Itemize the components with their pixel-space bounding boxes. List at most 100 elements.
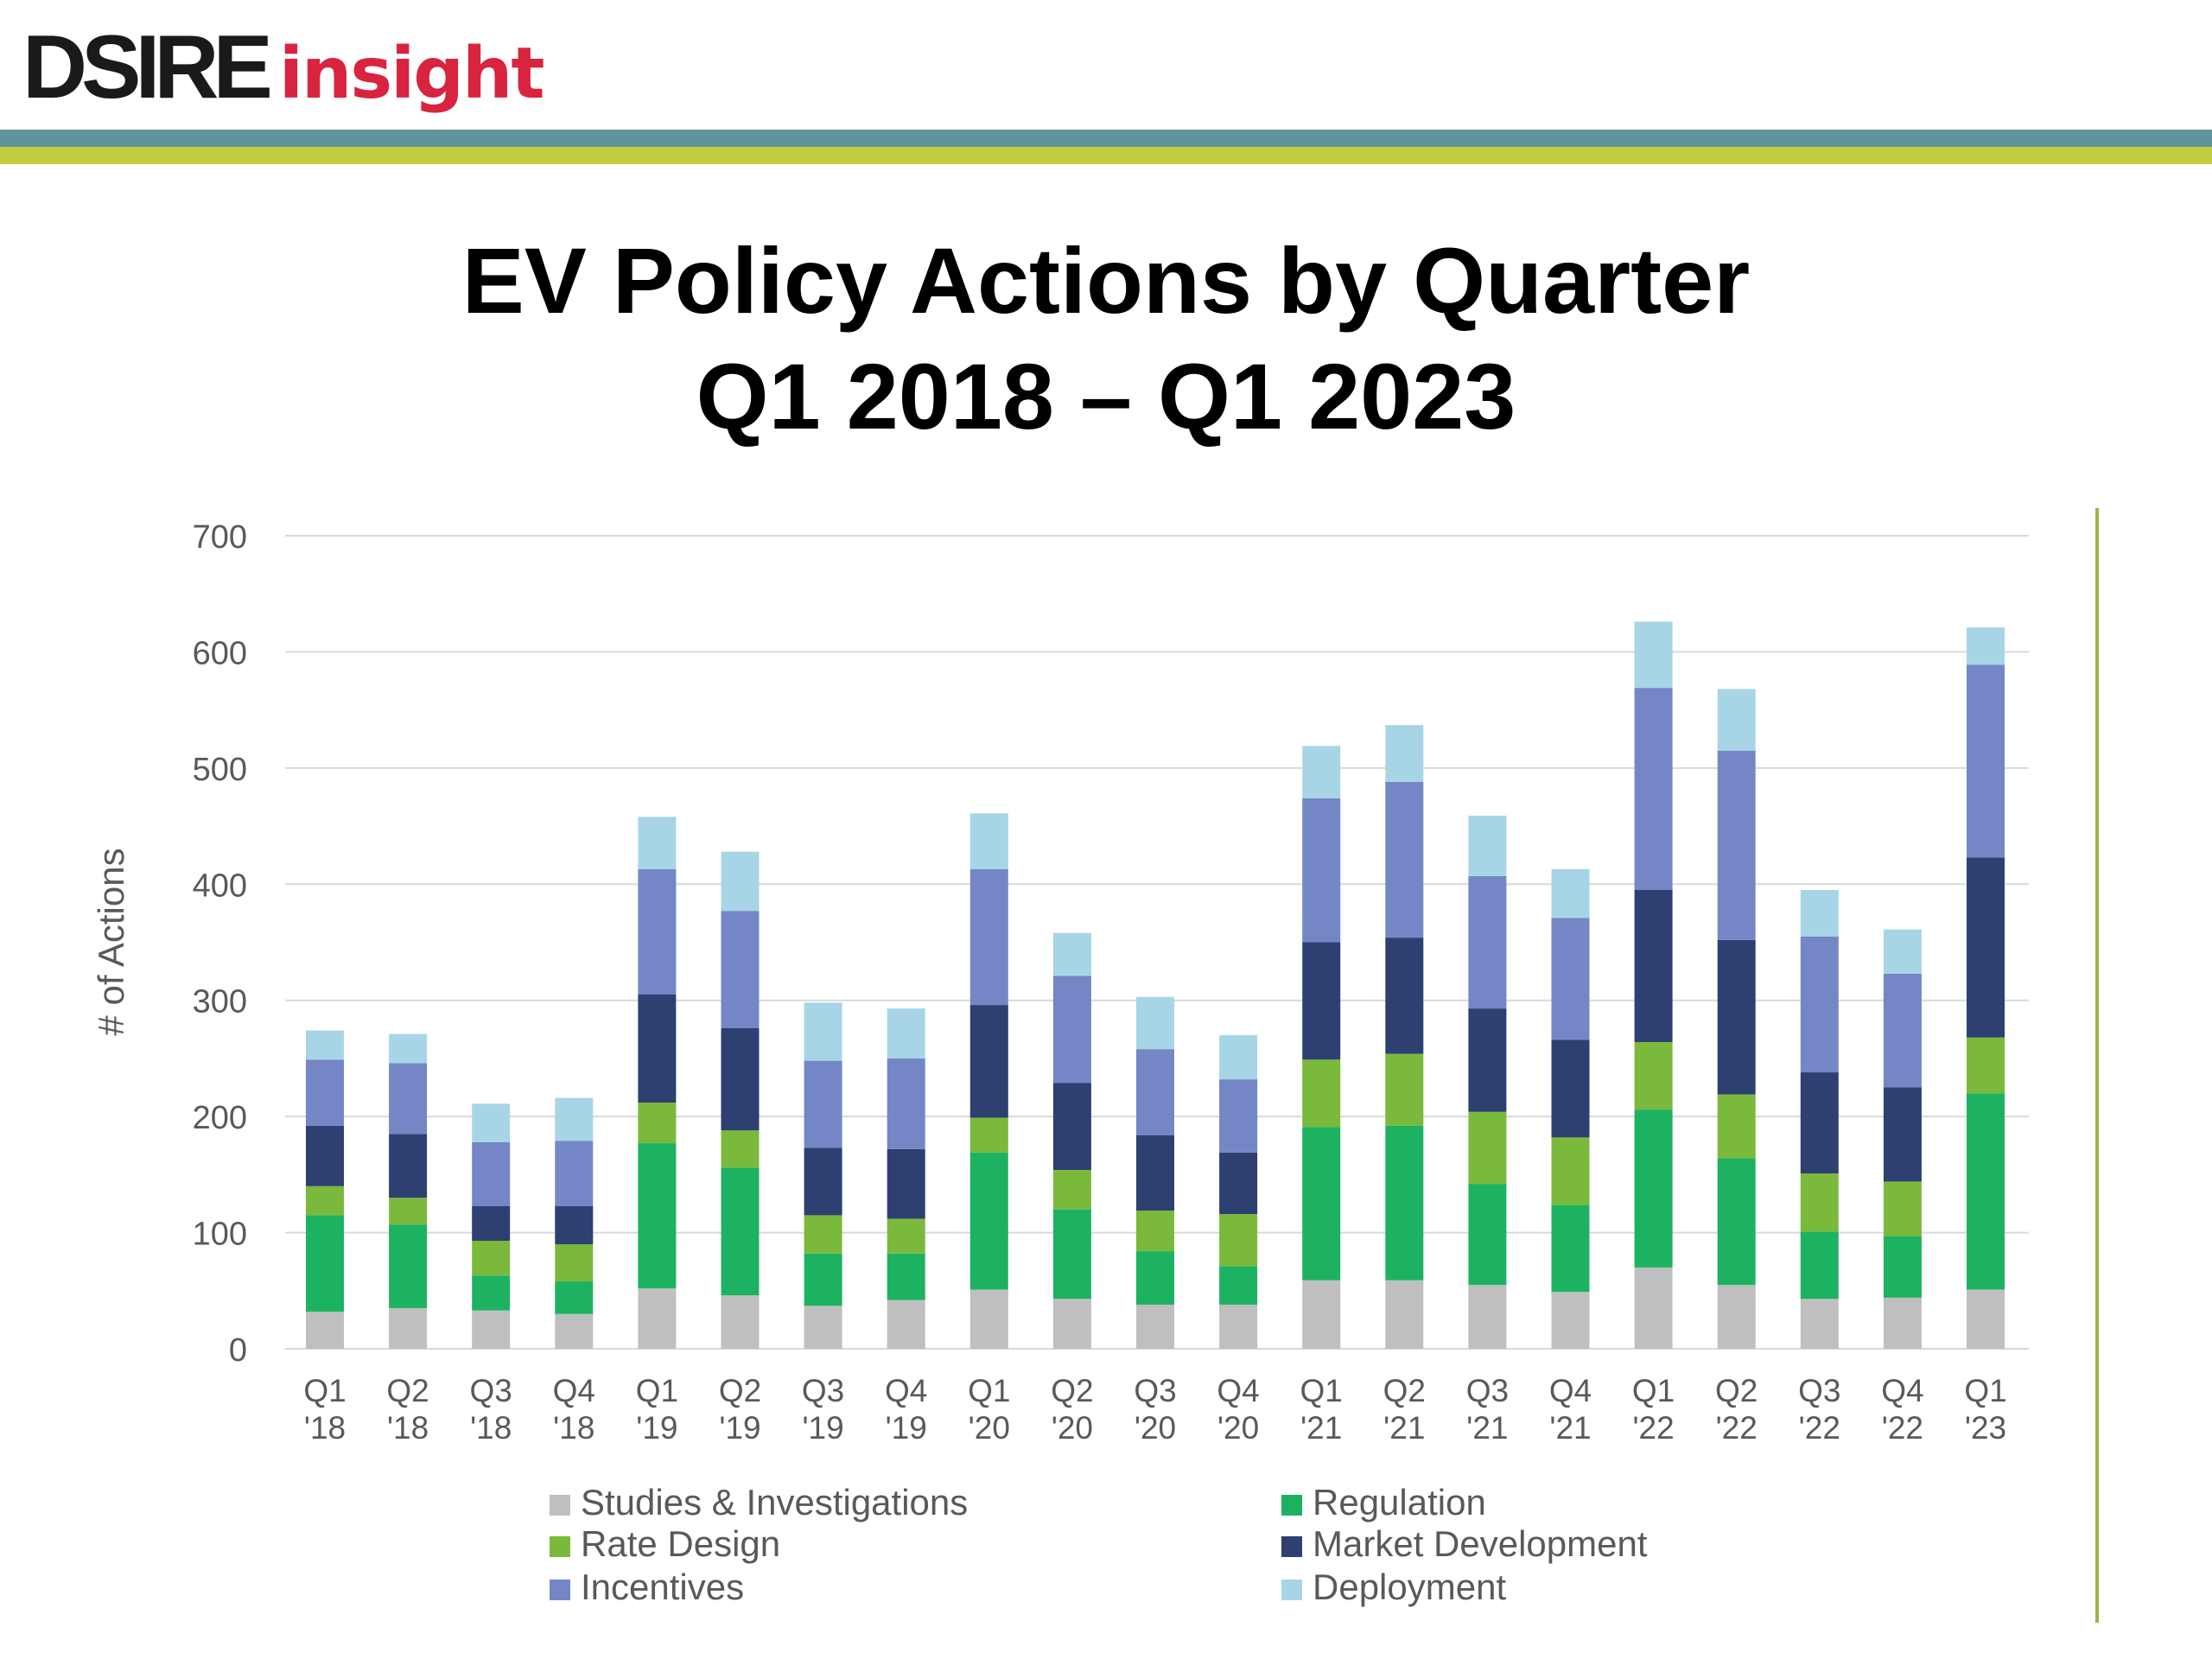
x-tick-label-year: '21 xyxy=(1383,1410,1425,1446)
legend-label: Deployment xyxy=(1313,1567,1506,1607)
y-tick-label: 400 xyxy=(193,868,247,904)
bar-segment-deployment xyxy=(1800,890,1839,937)
x-tick-label-quarter: Q4 xyxy=(1217,1373,1259,1408)
bar-segment-incentives xyxy=(1136,1049,1174,1135)
legend-label: Market Development xyxy=(1313,1523,1648,1564)
bar-segment-regulation xyxy=(1800,1231,1839,1300)
bar-segment-studies-investigations xyxy=(887,1300,925,1349)
bar-segment-incentives xyxy=(1468,875,1507,1009)
bar-segment-rate-design xyxy=(1136,1211,1174,1252)
header-band-teal xyxy=(0,130,2212,147)
bar-segment-deployment xyxy=(1883,929,1922,974)
bar-segment-market-development xyxy=(1634,890,1673,1043)
bar-segment-regulation xyxy=(1385,1125,1424,1281)
bar-segment-rate-design xyxy=(804,1215,842,1254)
bar-segment-regulation xyxy=(1967,1093,2005,1290)
x-tick-label-year: '21 xyxy=(1300,1410,1342,1446)
bar-segment-market-development xyxy=(804,1147,842,1216)
bar-segment-market-development xyxy=(1385,938,1424,1054)
x-tick-label-quarter: Q1 xyxy=(1632,1373,1675,1408)
bar-segment-rate-design xyxy=(389,1198,428,1225)
x-tick-label-year: '20 xyxy=(969,1410,1010,1446)
bar-segment-studies-investigations xyxy=(389,1307,428,1349)
bar-segment-regulation xyxy=(472,1275,511,1311)
x-tick-label-quarter: Q1 xyxy=(1964,1373,2006,1408)
bar-segment-studies-investigations xyxy=(1052,1299,1091,1349)
bar-segment-deployment xyxy=(1634,621,1673,689)
bar-segment-regulation xyxy=(1136,1251,1174,1305)
logo-dsire-text: DSIRE xyxy=(22,17,273,118)
bar-segment-studies-investigations xyxy=(1551,1292,1590,1349)
bar-segment-rate-design xyxy=(887,1218,925,1254)
y-tick-label: 600 xyxy=(193,635,247,671)
bar-segment-rate-design xyxy=(472,1240,511,1276)
bar-segment-deployment xyxy=(804,1002,842,1061)
bar-segment-incentives xyxy=(1219,1079,1258,1153)
y-tick-label: 0 xyxy=(229,1332,247,1369)
x-tick-label-year: '18 xyxy=(553,1410,594,1446)
bar-segment-rate-design xyxy=(1883,1181,1922,1236)
bar-segment-rate-design xyxy=(1468,1111,1507,1185)
x-tick-label-year: '22 xyxy=(1632,1410,1674,1446)
legend-label: Incentives xyxy=(581,1567,744,1607)
bar-segment-deployment xyxy=(1052,932,1091,976)
bar-segment-market-development xyxy=(472,1205,511,1241)
bar-segment-incentives xyxy=(1385,781,1424,938)
x-tick-label-quarter: Q2 xyxy=(719,1373,761,1408)
x-tick-label-quarter: Q3 xyxy=(1798,1373,1840,1408)
bar-segment-market-development xyxy=(555,1205,594,1245)
x-tick-label-quarter: Q1 xyxy=(968,1373,1010,1408)
bar-segment-regulation xyxy=(1717,1158,1756,1286)
bar-segment-market-development xyxy=(638,994,677,1103)
bar-segment-studies-investigations xyxy=(969,1289,1008,1349)
bar-segment-studies-investigations xyxy=(638,1288,677,1349)
bar-segment-rate-design xyxy=(1717,1094,1756,1159)
legend-swatch xyxy=(1281,1536,1302,1557)
bar-segment-deployment xyxy=(1136,996,1174,1050)
bar-segment-deployment xyxy=(555,1097,594,1141)
y-tick-label: 700 xyxy=(193,519,247,556)
bar-segment-studies-investigations xyxy=(1385,1280,1424,1349)
x-tick-label-year: '19 xyxy=(802,1410,843,1446)
x-tick-label-quarter: Q4 xyxy=(885,1373,927,1408)
bar-segment-market-development xyxy=(1717,939,1756,1095)
x-tick-label-year: '19 xyxy=(636,1410,677,1446)
bar-segment-incentives xyxy=(887,1058,925,1149)
x-tick-label-quarter: Q4 xyxy=(1881,1373,1923,1408)
y-axis-label: # of Actions xyxy=(91,848,131,1035)
bar-segment-incentives xyxy=(555,1141,594,1206)
bar-segment-incentives xyxy=(721,911,760,1028)
bar-segment-market-development xyxy=(389,1134,428,1198)
legend-swatch xyxy=(1281,1495,1302,1516)
bar-segment-studies-investigations xyxy=(1468,1285,1507,1349)
legend-label: Rate Design xyxy=(581,1523,780,1564)
y-tick-label: 100 xyxy=(193,1217,247,1253)
bar-segment-regulation xyxy=(1219,1266,1258,1305)
bar-segment-regulation xyxy=(1302,1127,1341,1281)
x-tick-label-year: '22 xyxy=(1799,1410,1840,1446)
bar-segment-rate-design xyxy=(555,1244,594,1282)
bar-segment-studies-investigations xyxy=(1219,1304,1258,1349)
bar-segment-rate-design xyxy=(1302,1059,1341,1128)
bar-segment-studies-investigations xyxy=(1634,1267,1673,1349)
bar-segment-incentives xyxy=(969,868,1008,1006)
bar-segment-incentives xyxy=(1717,750,1756,940)
bar-segment-deployment xyxy=(721,851,760,912)
bar-segment-deployment xyxy=(1302,746,1341,798)
bar-segment-market-development xyxy=(1468,1008,1507,1112)
bar-segment-market-development xyxy=(1052,1083,1091,1170)
bar-segment-market-development xyxy=(887,1148,925,1219)
legend-swatch xyxy=(550,1536,570,1557)
bar-segment-regulation xyxy=(804,1253,842,1306)
x-tick-label-quarter: Q1 xyxy=(1300,1373,1343,1408)
x-tick-label-year: '22 xyxy=(1716,1410,1758,1446)
bar-segment-studies-investigations xyxy=(306,1311,344,1349)
bar-segment-deployment xyxy=(1468,815,1507,876)
y-tick-label: 200 xyxy=(193,1100,247,1136)
bar-segment-deployment xyxy=(306,1030,344,1060)
bar-segment-studies-investigations xyxy=(1800,1299,1839,1349)
bar-segment-incentives xyxy=(1883,973,1922,1088)
bar-segment-rate-design xyxy=(1052,1169,1091,1210)
bar-segment-incentives xyxy=(1551,918,1590,1040)
